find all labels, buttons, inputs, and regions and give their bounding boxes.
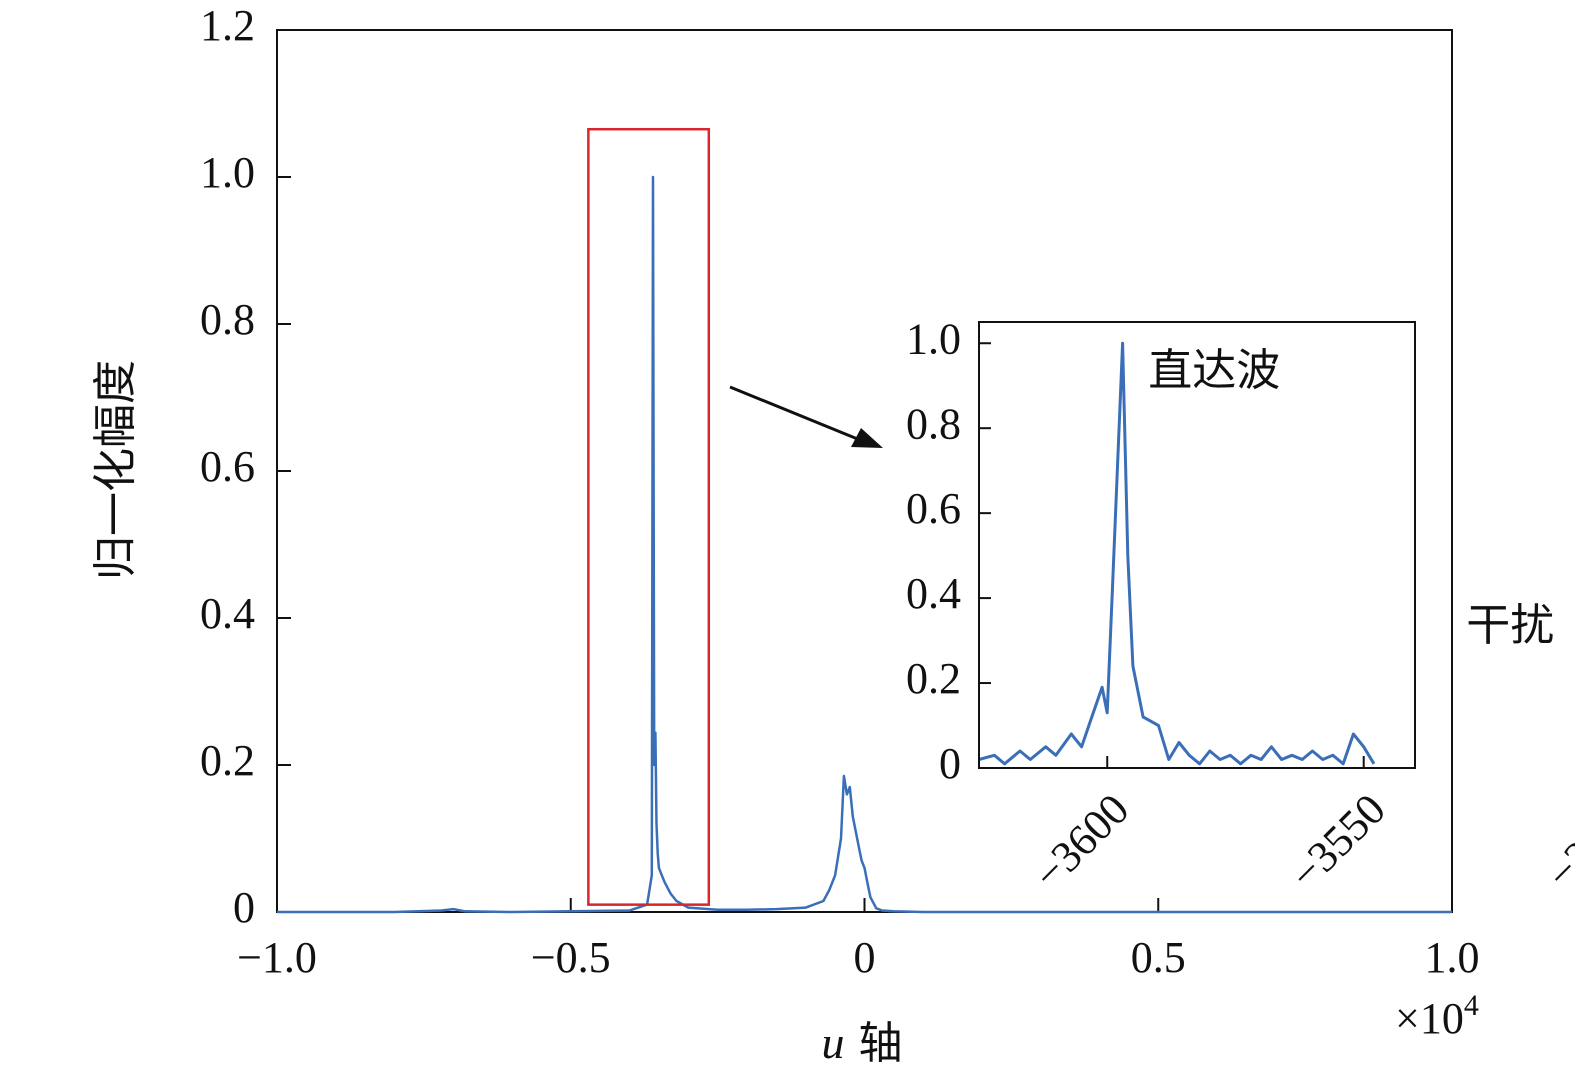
inset-y-tick-label: 0.2	[906, 654, 961, 703]
main-series-group	[277, 175, 1452, 914]
inset-x-tick-label: −3550	[1280, 784, 1394, 898]
x-tick-label: 1.0	[1425, 933, 1480, 982]
x-axis-title: u 轴	[822, 1017, 903, 1069]
x-tick-label: −1.0	[237, 933, 317, 982]
y-tick-label: 0	[233, 883, 255, 932]
y-tick-label: 0.8	[200, 295, 255, 344]
x-axis-text: 轴	[859, 1018, 903, 1069]
main-x-ticks: −1.0 −0.5 0 0.5 1.0	[237, 898, 1480, 982]
inset-x-ticks: −3600 −3550 −3500	[1024, 756, 1575, 899]
main-y-ticks: 0 0.2 0.4 0.6 0.8 1.0 1.2	[200, 1, 291, 932]
main-series-line	[277, 175, 1452, 914]
inset-x-tick-label: −3500	[1537, 784, 1575, 898]
y-tick-label: 1.0	[200, 148, 255, 197]
x-axis-multiplier-base: ×10	[1395, 994, 1464, 1043]
inset-series-line	[978, 341, 1376, 766]
x-tick-label: −0.5	[531, 933, 611, 982]
y-axis-title: 归一化幅度	[90, 360, 141, 580]
inset-annotation-label: 直达波	[1148, 345, 1280, 396]
inset-y-tick-label: 0	[939, 739, 961, 788]
y-tick-label: 0.2	[200, 736, 255, 785]
y-tick-label: 1.2	[200, 1, 255, 50]
x-tick-label: 0.5	[1131, 933, 1186, 982]
x-axis-multiplier: ×104	[1395, 989, 1479, 1043]
x-axis-variable: u	[822, 1017, 845, 1068]
inset-y-tick-label: 0.6	[906, 484, 961, 533]
inset-plot-frame	[978, 321, 1416, 769]
inset-x-tick-label: −3600	[1024, 784, 1138, 898]
highlight-box	[587, 127, 711, 906]
y-tick-label: 0.4	[200, 589, 255, 638]
inset-annotation-label: 干扰	[1466, 600, 1554, 651]
inset-y-tick-label: 0.8	[906, 399, 961, 448]
x-axis-multiplier-exponent: 4	[1464, 989, 1479, 1022]
x-tick-label: 0	[854, 933, 876, 982]
inset-series-group	[978, 341, 1376, 766]
inset-plot-background	[979, 322, 1415, 768]
inset-y-tick-label: 0.4	[906, 569, 961, 618]
annotation-arrow	[729, 385, 883, 448]
y-tick-label: 0.6	[200, 442, 255, 491]
inset-y-tick-label: 1.0	[906, 314, 961, 363]
inset-y-ticks: 0 0.2 0.4 0.6 0.8 1.0	[906, 314, 991, 788]
